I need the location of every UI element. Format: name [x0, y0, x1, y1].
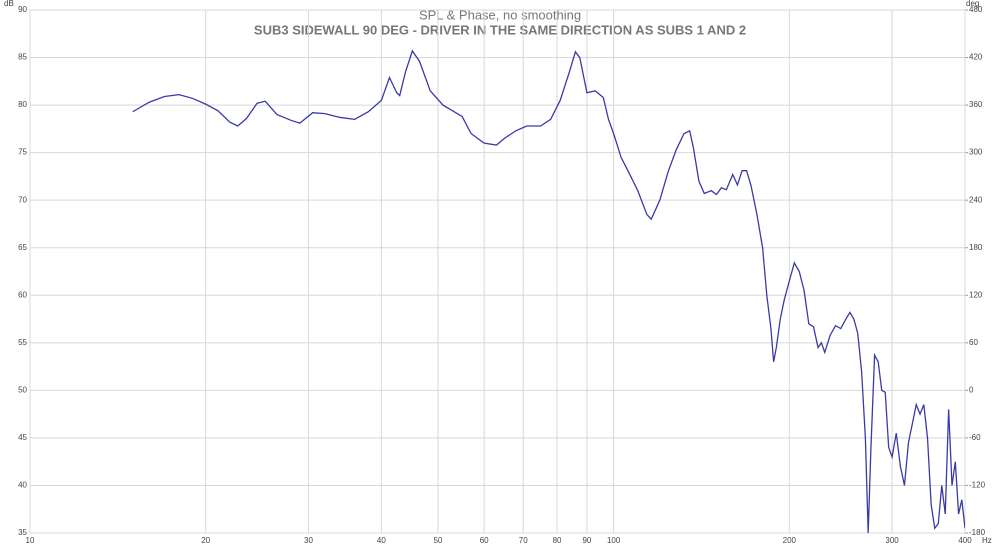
y2-tick-label: 480: [969, 5, 983, 14]
y-tick-label: 65: [18, 243, 27, 252]
chart-subtitle: SUB3 SIDEWALL 90 DEG - DRIVER IN THE SAM…: [254, 22, 746, 37]
y2-tick-label: 360: [969, 100, 983, 109]
x-tick-label: 400: [958, 536, 972, 545]
plot-area: [29, 9, 966, 534]
y-tick-label: 50: [18, 385, 27, 394]
y2-tick-label: -180: [969, 528, 986, 537]
y-tick-label: 40: [18, 481, 27, 490]
chart-title: SPL & Phase, no smoothing: [419, 7, 581, 22]
x-tick-label: 50: [433, 536, 442, 545]
y-tick-label: 60: [18, 290, 27, 299]
y2-tick-label: -60: [969, 433, 981, 442]
y2-tick-label: 240: [969, 195, 983, 204]
y-axis-label: dB: [4, 0, 14, 8]
x-unit: Hz: [982, 536, 992, 545]
x-tick-label: 30: [304, 536, 313, 545]
y2-tick-label: 120: [969, 290, 983, 299]
y-tick-label: 55: [18, 338, 27, 347]
x-tick-label: 10: [26, 536, 35, 545]
y2-tick-label: 300: [969, 148, 983, 157]
y2-tick-label: -120: [969, 481, 986, 490]
x-tick-label: 20: [201, 536, 210, 545]
y-tick-label: 90: [18, 5, 27, 14]
x-tick-label: 300: [885, 536, 899, 545]
y2-tick-label: 180: [969, 243, 983, 252]
x-tick-label: 70: [519, 536, 528, 545]
x-tick-label: 60: [480, 536, 489, 545]
x-tick-label: 40: [377, 536, 386, 545]
x-tick-label: 90: [582, 536, 591, 545]
y2-tick-label: 420: [969, 53, 983, 62]
x-tick-label: 80: [553, 536, 562, 545]
x-tick-label: 200: [783, 536, 797, 545]
y2-axis-label: deg: [966, 0, 979, 8]
y-tick-label: 85: [18, 53, 27, 62]
y-tick-label: 75: [18, 148, 27, 157]
y-tick-label: 35: [18, 528, 27, 537]
y-tick-label: 70: [18, 195, 27, 204]
x-tick-label: 100: [607, 536, 621, 545]
y-tick-label: 80: [18, 100, 27, 109]
data-line: [132, 49, 965, 533]
y2-tick-label: 0: [969, 385, 974, 394]
y-tick-label: 45: [18, 433, 27, 442]
y2-tick-label: 60: [969, 338, 978, 347]
